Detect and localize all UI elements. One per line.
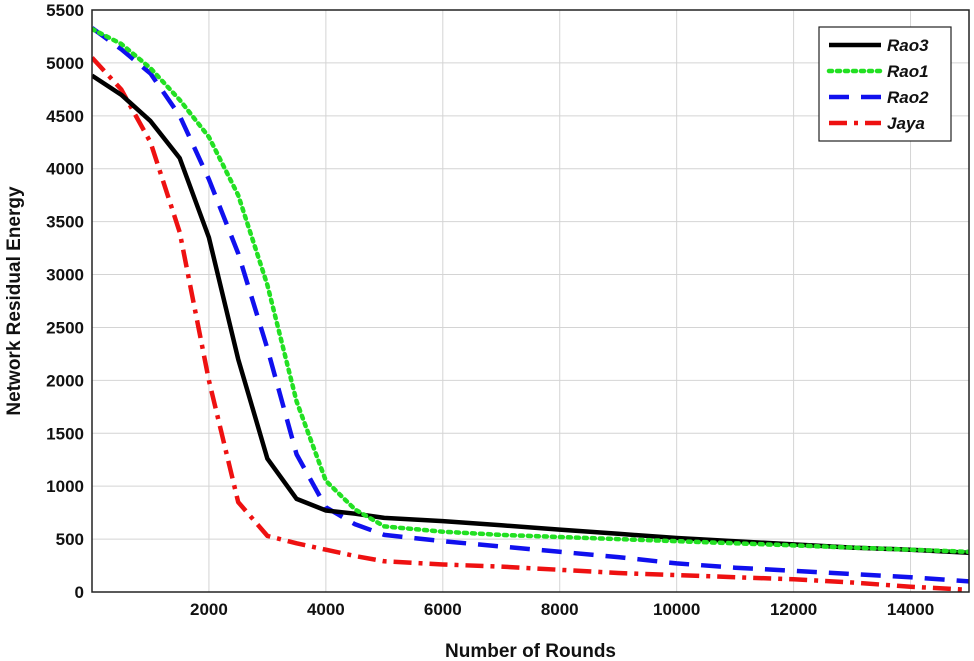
x-tick-label: 4000 xyxy=(307,600,345,619)
y-tick-label: 5000 xyxy=(46,54,84,73)
y-tick-label: 4000 xyxy=(46,160,84,179)
y-tick-label: 3500 xyxy=(46,213,84,232)
y-axis-title: Network Residual Energy xyxy=(4,186,25,416)
y-tick-label: 5500 xyxy=(46,1,84,20)
x-tick-label: 2000 xyxy=(190,600,228,619)
series-line-rao1 xyxy=(92,26,969,555)
y-tick-label: 4500 xyxy=(46,107,84,126)
y-tick-label: 500 xyxy=(56,530,84,549)
x-tick-label: 14000 xyxy=(887,600,934,619)
legend-label-rao1: Rao1 xyxy=(887,62,929,81)
plot-frame xyxy=(91,9,970,593)
tick-labels: 2000 4000 6000 8000 10000 12000 14000 0 500 1000 1… xyxy=(46,1,934,619)
series-line-rao2 xyxy=(92,26,969,584)
y-tick-label: 1500 xyxy=(46,424,84,443)
legend-label-rao2: Rao2 xyxy=(887,88,929,107)
y-tick-label: 2500 xyxy=(46,318,84,337)
x-axis-title: Number of Rounds xyxy=(445,641,616,661)
x-tick-label: 12000 xyxy=(770,600,817,619)
x-tick-label: 10000 xyxy=(653,600,700,619)
legend-label-rao3: Rao3 xyxy=(887,36,929,55)
y-tick-label: 3000 xyxy=(46,266,84,285)
series-line-rao3 xyxy=(92,73,969,556)
series-lines xyxy=(92,26,969,592)
grid xyxy=(92,9,969,593)
y-tick-label: 0 xyxy=(75,583,84,602)
x-tick-label: 8000 xyxy=(541,600,579,619)
series-line-jaya xyxy=(92,56,969,592)
x-tick-label: 6000 xyxy=(424,600,462,619)
legend: Rao3 Rao1 Rao2 Jaya xyxy=(818,26,952,142)
legend-label-jaya: Jaya xyxy=(887,114,925,133)
y-tick-label: 1000 xyxy=(46,477,84,496)
y-tick-label: 2000 xyxy=(46,371,84,390)
